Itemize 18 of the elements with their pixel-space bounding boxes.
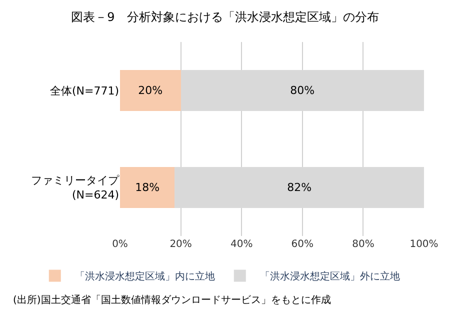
data-label: 82%	[287, 181, 312, 194]
bar	[120, 167, 175, 208]
x-tick-label: 20%	[170, 239, 192, 250]
text: (出所)国土交通省「国土数値情報ダウンロードサービス」をもとに作成	[13, 294, 331, 306]
x-tick-label: 40%	[230, 239, 253, 250]
bar	[120, 70, 181, 111]
chart-title: 図表－9 分析対象における「洪水浸水想定区域」の分布	[71, 10, 379, 24]
x-tick-label: 60%	[291, 239, 314, 250]
x-tick-label: 80%	[352, 239, 374, 250]
data-label: 20%	[138, 84, 163, 97]
y-tick-label: 全体(N=771)	[50, 84, 119, 98]
x-tick-label: 0%	[112, 239, 128, 250]
data-label: 18%	[135, 181, 160, 194]
y-tick-label: ファミリータイプ (N=624)	[31, 174, 120, 202]
legend-label: 「洪水浸水想定区域」外に立地	[260, 270, 400, 283]
x-tick-label: 100%	[410, 239, 438, 250]
data-label: 80%	[290, 84, 315, 97]
legend-label: 「洪水浸水想定区域」内に立地	[74, 270, 215, 283]
